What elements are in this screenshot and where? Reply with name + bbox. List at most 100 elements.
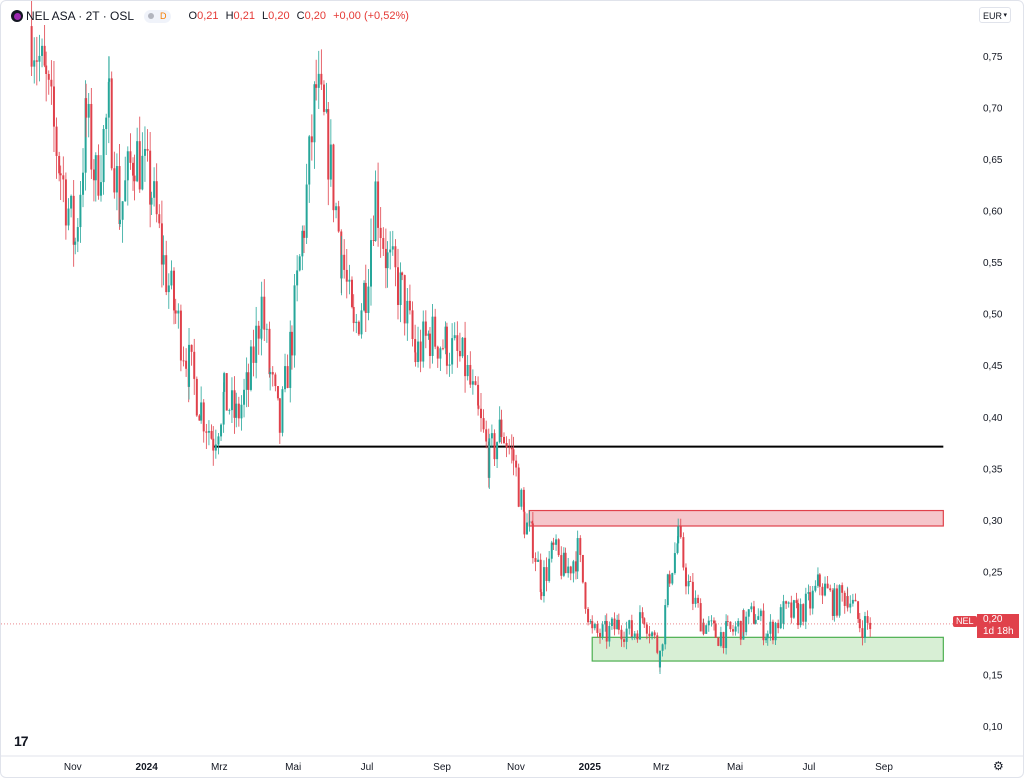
candle-body <box>146 148 149 151</box>
currency-selector[interactable]: EUR ▾ <box>979 7 1011 23</box>
candle-body <box>417 341 420 363</box>
candle-body <box>138 141 141 190</box>
candle-body <box>391 246 394 250</box>
candle-body <box>816 574 819 586</box>
bar-countdown: 1d 18h <box>983 626 1014 637</box>
candle-body <box>30 26 33 67</box>
close-value: 0,20 <box>304 10 327 22</box>
candle-body <box>857 601 860 619</box>
candle-body <box>92 169 95 181</box>
candle-body <box>691 581 694 604</box>
candle-body <box>170 270 173 286</box>
y-tick-label: 0,30 <box>983 516 1003 527</box>
candle-body <box>712 620 715 624</box>
candle-body <box>310 136 313 143</box>
candle-body <box>550 542 553 559</box>
candle-body <box>545 567 548 581</box>
candle-body <box>252 346 255 363</box>
candle-body <box>374 181 377 241</box>
candle-body <box>779 607 782 629</box>
candle-body <box>777 622 780 629</box>
change-value: +0,00 (+0,52%) <box>333 10 409 22</box>
candle-body <box>133 175 136 182</box>
candle-body <box>160 223 163 265</box>
resistance-zone[interactable] <box>528 509 944 527</box>
candle-body <box>846 596 849 608</box>
candle-body <box>851 599 854 604</box>
candle-body <box>645 624 648 634</box>
candle-body <box>849 603 852 608</box>
candle-body <box>45 65 48 74</box>
candle-body <box>276 386 279 399</box>
candle-body <box>428 333 431 356</box>
candle-body <box>108 78 111 82</box>
candle-body <box>528 521 531 523</box>
candle-body <box>719 632 722 646</box>
candle-body <box>317 73 320 88</box>
candle-body <box>205 431 208 433</box>
candle-body <box>620 629 623 640</box>
y-tick-label: 0,10 <box>983 722 1003 733</box>
y-tick-label: 0,50 <box>983 310 1003 321</box>
candle-body <box>444 326 447 349</box>
candle-body <box>441 348 444 350</box>
candle-body <box>369 240 372 287</box>
candle-body <box>453 335 456 339</box>
candle-body <box>70 195 73 209</box>
candle-body <box>367 286 370 313</box>
candle-body <box>682 537 685 568</box>
candle-body <box>787 602 790 604</box>
candle-body <box>576 538 579 572</box>
candle-body <box>630 620 633 638</box>
candle-body <box>243 389 246 405</box>
candle-body <box>303 230 306 238</box>
candle-body <box>811 590 814 609</box>
candle-body <box>445 326 448 366</box>
candle-body <box>281 389 284 433</box>
candle-body <box>739 620 742 640</box>
candle-body <box>335 206 338 211</box>
candle-body <box>824 583 827 596</box>
candle-body <box>795 600 798 603</box>
candle-body <box>396 267 399 306</box>
candle-body <box>579 538 582 555</box>
candle-body <box>67 208 70 226</box>
candle-body <box>173 270 176 311</box>
candle-body <box>469 365 472 385</box>
candle-body <box>651 632 654 637</box>
candle-body <box>769 621 772 634</box>
candle-body <box>110 78 113 169</box>
candle-body <box>284 366 287 390</box>
candle-body <box>271 372 274 375</box>
candle-body <box>102 128 105 183</box>
candle-body <box>694 597 697 604</box>
settings-gear-icon[interactable]: ⚙ <box>993 759 1004 773</box>
x-tick-label: 2024 <box>136 762 159 773</box>
candle-body <box>628 620 631 629</box>
candle-body <box>372 240 375 241</box>
candle-body <box>584 582 587 609</box>
market-status-badge[interactable]: D <box>144 9 171 23</box>
candle-body <box>325 109 328 112</box>
candle-body <box>838 585 841 616</box>
candle-body <box>754 619 757 624</box>
symbol-title[interactable]: NEL ASA · 2T · OSL <box>26 9 135 23</box>
y-tick-label: 0,60 <box>983 207 1003 218</box>
candle-body <box>237 403 240 419</box>
candle-body <box>548 558 551 581</box>
candle-body <box>113 168 116 193</box>
tradingview-logo-icon[interactable]: 17 <box>14 733 29 749</box>
candle-body <box>659 650 662 668</box>
candle-body <box>394 246 397 268</box>
candle-body <box>458 350 461 357</box>
candle-body <box>555 539 558 545</box>
x-tick-label: Mrz <box>653 762 670 773</box>
candle-body <box>734 626 737 632</box>
candle-body <box>43 45 46 66</box>
candle-body <box>560 555 563 576</box>
candle-body <box>861 628 864 638</box>
candle-body <box>477 405 480 409</box>
candle-body <box>132 162 135 176</box>
candle-body <box>631 636 634 638</box>
